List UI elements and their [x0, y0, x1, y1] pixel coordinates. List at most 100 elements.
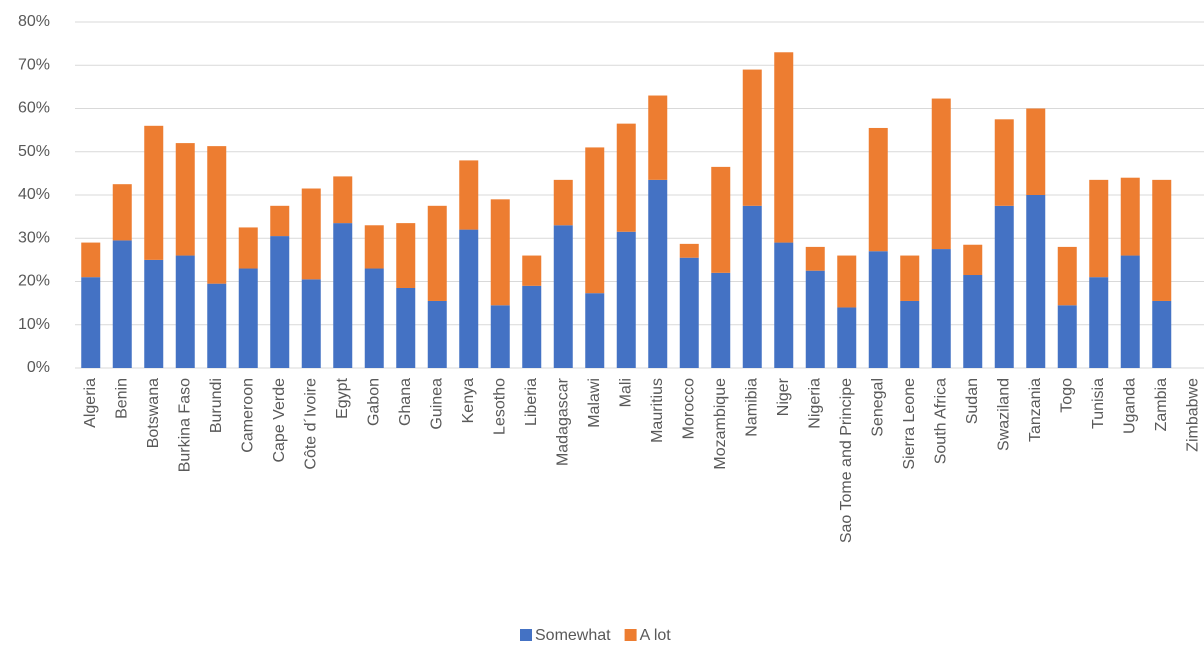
- bar-segment: [301, 188, 321, 280]
- bar-segment: [81, 277, 101, 368]
- bar-segment: [112, 184, 132, 241]
- x-tick-label: Namibia: [743, 378, 760, 437]
- y-tick-label: 20%: [18, 273, 50, 290]
- y-tick-label: 40%: [18, 186, 50, 203]
- legend-swatch: [624, 629, 637, 641]
- x-tick-label: Côte d´Ivoire: [302, 378, 319, 470]
- bar-segment: [1120, 255, 1140, 368]
- bar-segment: [774, 52, 794, 243]
- bar-segment: [742, 205, 762, 368]
- legend-label: Somewhat: [535, 627, 611, 644]
- bar-segment: [427, 205, 447, 301]
- x-tick-label: Mozambique: [712, 378, 729, 470]
- y-tick-label: 0%: [27, 359, 50, 376]
- bar-segment: [931, 249, 951, 368]
- bar-segment: [207, 146, 227, 284]
- bar-segment: [616, 231, 636, 368]
- bar-segment: [1089, 179, 1109, 278]
- x-tick-label: Niger: [775, 377, 792, 416]
- x-tick-label: Togo: [1058, 378, 1075, 413]
- x-tick-label: Madagascar: [554, 377, 571, 466]
- bar-segment: [774, 242, 794, 368]
- bar-segment: [301, 279, 321, 368]
- bar-segment: [616, 123, 636, 232]
- bar-segment: [459, 229, 479, 368]
- bar-segment: [868, 127, 888, 252]
- y-tick-label: 80%: [18, 13, 50, 30]
- bar-segment: [963, 244, 983, 276]
- y-tick-label: 10%: [18, 316, 50, 333]
- bar-segment: [112, 240, 132, 368]
- x-tick-label: Mali: [617, 378, 634, 407]
- x-tick-label: Zimbabwe: [1184, 378, 1201, 452]
- bar-segment: [1057, 305, 1077, 368]
- x-tick-label: Tanzania: [1027, 378, 1044, 442]
- x-tick-label: Botswana: [145, 378, 162, 448]
- bar-segment: [900, 300, 920, 368]
- x-tick-label: Lesotho: [491, 378, 508, 435]
- x-tick-label: Senegal: [869, 378, 886, 437]
- bar-segment: [238, 227, 258, 269]
- legend-swatch: [520, 629, 532, 641]
- bar-segment: [364, 225, 384, 269]
- bar-segment: [868, 251, 888, 368]
- x-tick-label: Sao Tome and Principe: [838, 378, 855, 543]
- bar-segment: [459, 160, 479, 230]
- x-tick-label: Uganda: [1121, 378, 1138, 434]
- y-tick-label: 30%: [18, 229, 50, 246]
- bar-segment: [648, 179, 668, 368]
- x-tick-label: Cameroon: [239, 378, 256, 453]
- x-tick-label: Zambia: [1153, 378, 1170, 431]
- bar-segment: [711, 166, 731, 273]
- bar-segment: [364, 268, 384, 368]
- bar-segment: [1057, 246, 1077, 306]
- bar-segment: [522, 285, 542, 368]
- bar-segment: [427, 300, 447, 368]
- bar-segment: [1026, 108, 1046, 195]
- bar-segment: [963, 275, 983, 368]
- bar-segment: [207, 283, 227, 368]
- bar-segment: [994, 119, 1014, 206]
- x-tick-label: Benin: [113, 378, 130, 419]
- x-tick-label: Algeria: [82, 378, 99, 428]
- x-tick-label: Cape Verde: [271, 378, 288, 463]
- bar-segment: [333, 176, 353, 224]
- bar-segment: [837, 255, 857, 308]
- x-tick-label: Tunisia: [1090, 378, 1107, 429]
- x-tick-label: Mauritius: [649, 378, 666, 443]
- bar-segment: [396, 223, 416, 288]
- x-tick-label: Egypt: [334, 377, 351, 418]
- x-tick-label: Liberia: [523, 378, 540, 426]
- bar-segment: [679, 257, 699, 368]
- bar-segment: [585, 147, 605, 294]
- bar-segment: [1089, 277, 1109, 368]
- bar-segment: [522, 255, 542, 286]
- bar-segment: [333, 223, 353, 368]
- x-tick-label: South Africa: [932, 378, 949, 464]
- bar-segment: [553, 179, 573, 226]
- y-tick-label: 60%: [18, 100, 50, 117]
- y-tick-label: 50%: [18, 143, 50, 160]
- x-tick-label: Malawi: [586, 378, 603, 428]
- bar-segment: [931, 98, 951, 250]
- bar-segment: [175, 143, 195, 256]
- bar-segment: [144, 125, 164, 260]
- bar-segment: [994, 205, 1014, 368]
- y-tick-label: 70%: [18, 56, 50, 73]
- x-tick-label: Guinea: [428, 378, 445, 430]
- x-tick-label: Gabon: [365, 378, 382, 426]
- bar-segment: [1026, 195, 1046, 368]
- bar-segment: [711, 272, 731, 368]
- bar-segment: [805, 246, 825, 271]
- x-tick-label: Nigeria: [806, 378, 823, 429]
- bar-segment: [679, 243, 699, 258]
- x-tick-label: Sierra Leone: [901, 378, 918, 470]
- bar-segment: [81, 242, 101, 278]
- x-tick-label: Sudan: [964, 378, 981, 424]
- x-tick-label: Kenya: [460, 378, 477, 423]
- bar-segment: [396, 287, 416, 368]
- x-tick-label: Morocco: [680, 378, 697, 439]
- bar-segment: [585, 293, 605, 368]
- bar-segment: [648, 95, 668, 180]
- bar-segment: [805, 270, 825, 368]
